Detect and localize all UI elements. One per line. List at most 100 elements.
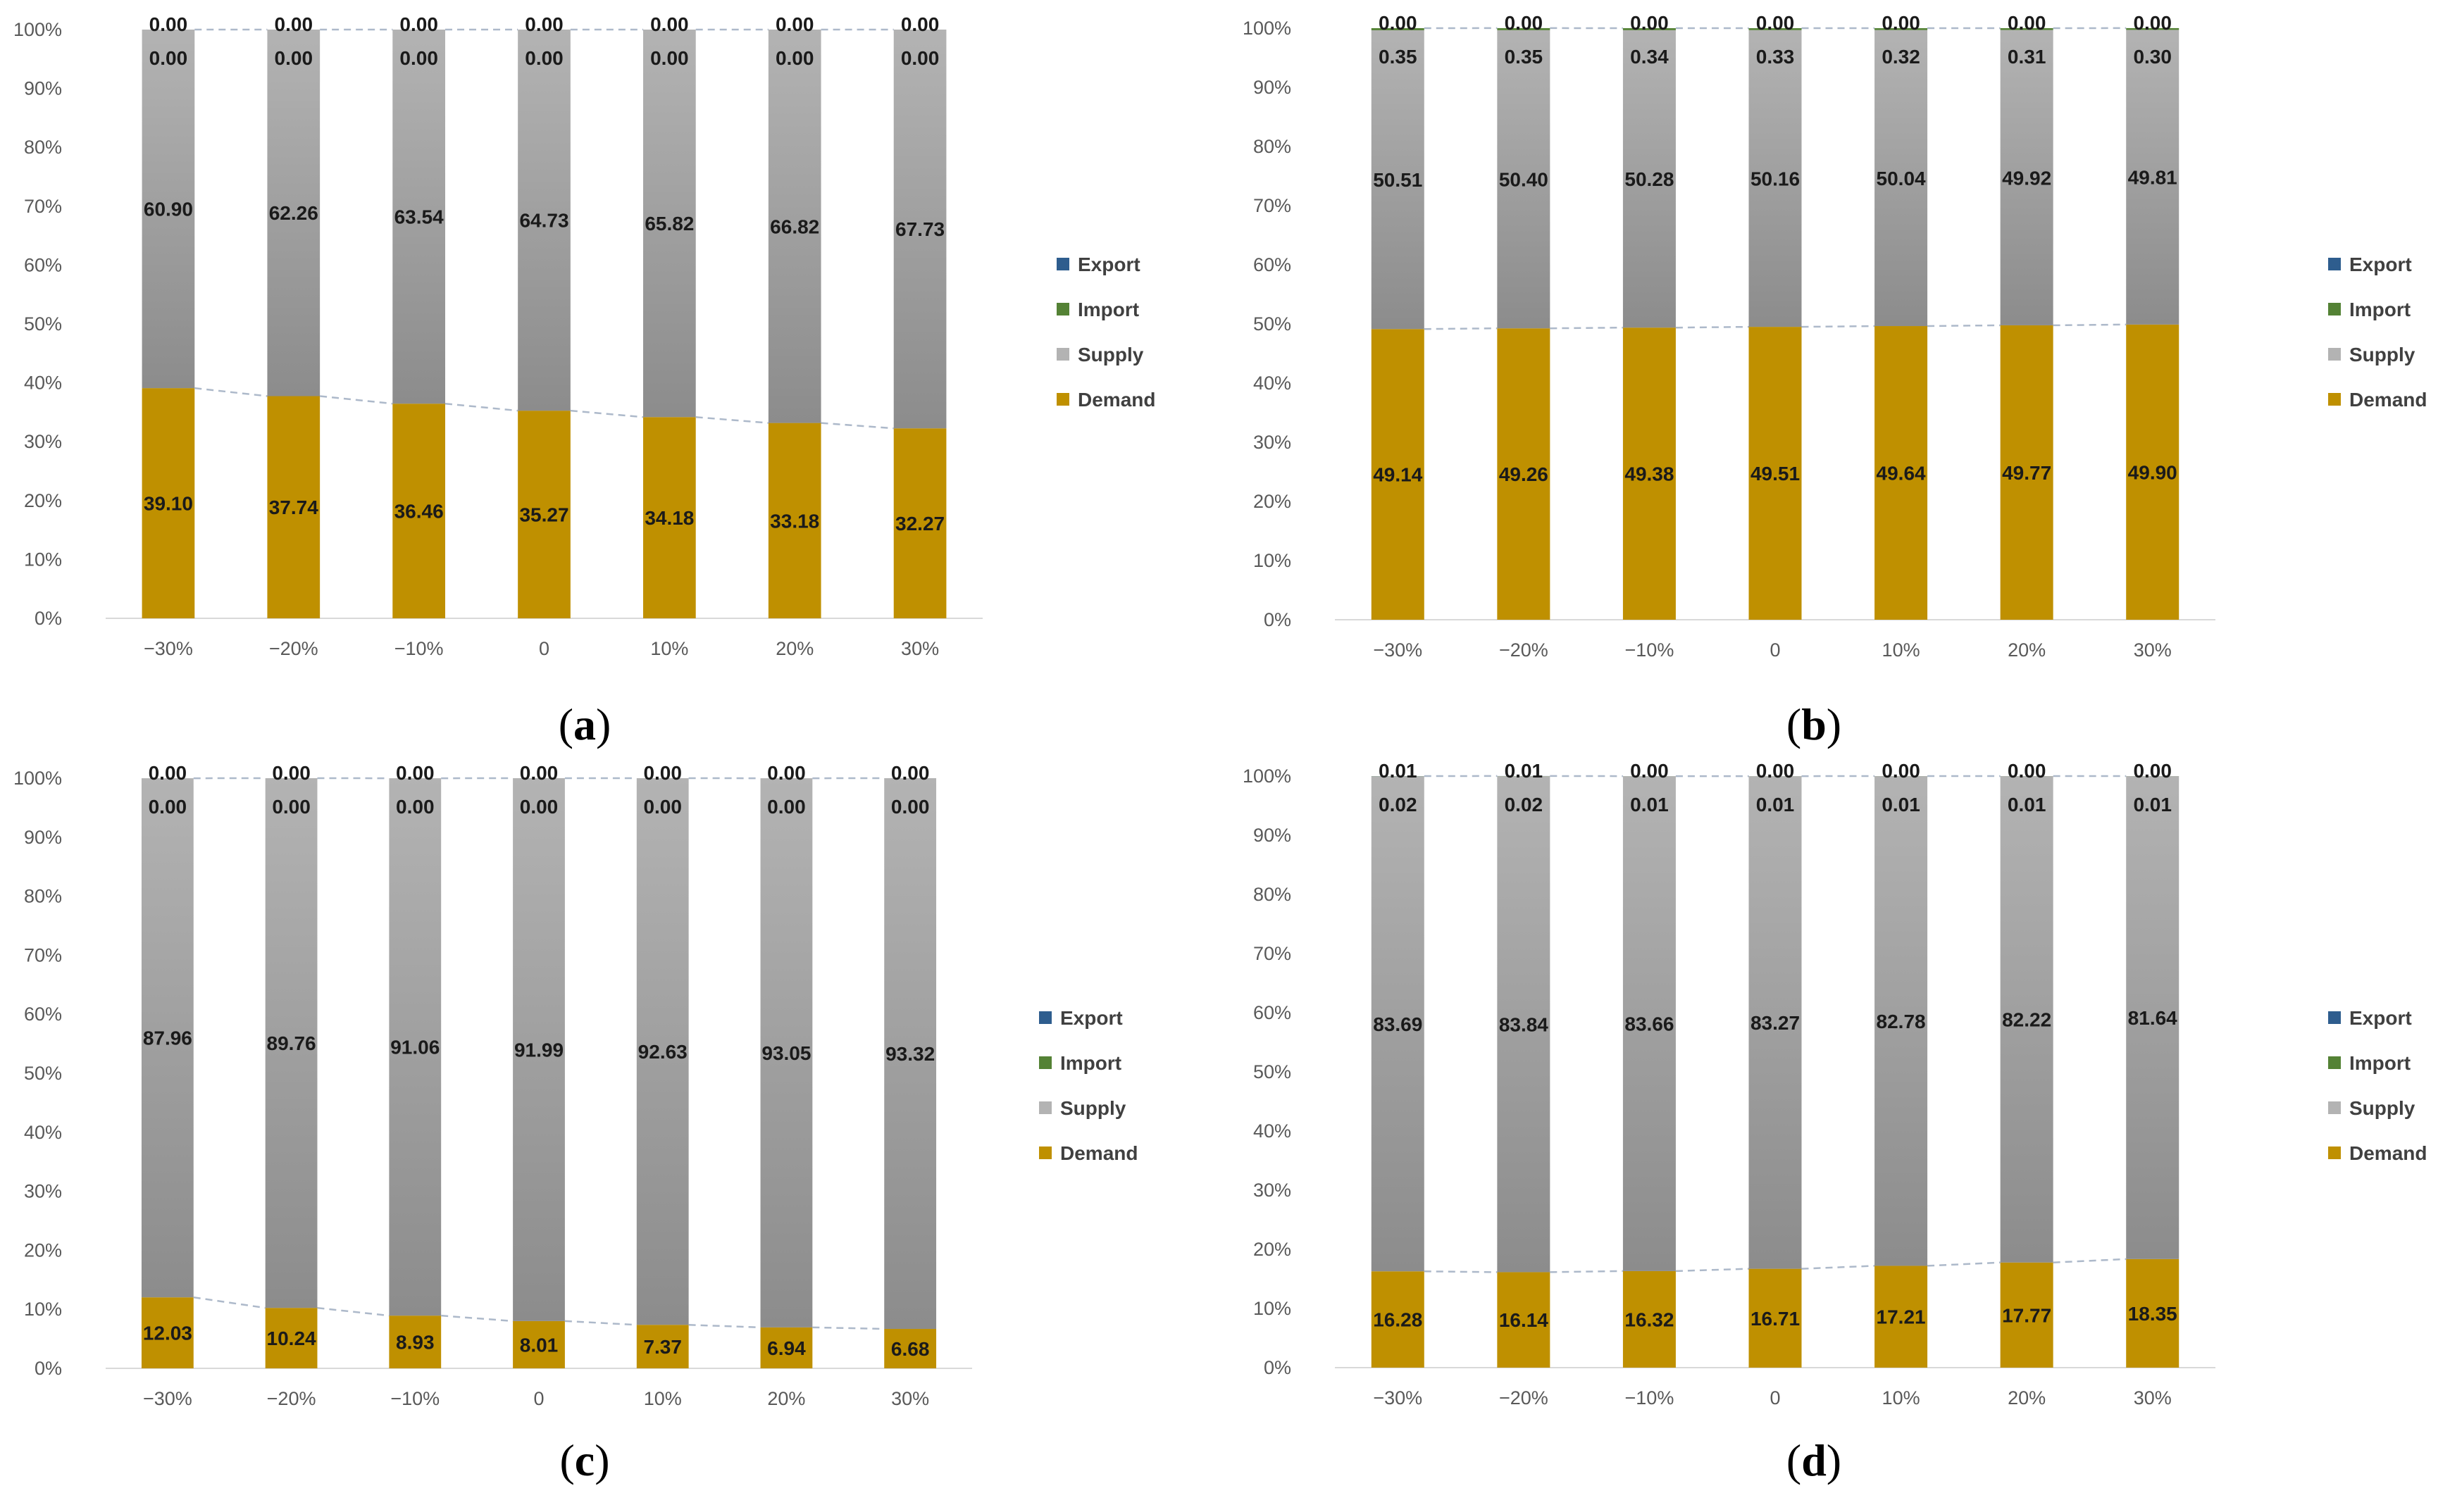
data-label-import: 0.01 <box>2133 794 2172 816</box>
data-label-supply: 83.69 <box>1373 1013 1422 1035</box>
data-label-export: 0.00 <box>149 762 187 784</box>
x-tick-label: 20% <box>776 638 814 659</box>
data-label-export: 0.00 <box>2133 12 2172 34</box>
legend-swatch-supply <box>1057 348 1069 361</box>
bar-demand <box>392 404 445 618</box>
demand-trend-line <box>320 395 393 405</box>
y-tick-label: 90% <box>24 78 62 99</box>
demand-trend-line <box>1675 1268 1749 1273</box>
x-tick-label: −30% <box>143 1388 192 1409</box>
data-label-import: 0.30 <box>2133 46 2172 68</box>
x-tick-label: 10% <box>650 638 688 659</box>
demand-trend-line <box>1801 325 1875 328</box>
chart-panel-a: 0% 10% 20% 30% 40% 50% 60% 70% 80% 90% 100% 39.10 60… <box>0 0 1221 757</box>
bar-demand <box>2000 1262 2053 1368</box>
x-tick-label: −10% <box>1625 639 1674 661</box>
data-label-supply: 66.82 <box>770 215 819 237</box>
data-label-import: 0.00 <box>891 796 930 818</box>
data-label-supply: 64.73 <box>519 210 568 232</box>
x-tick-label: 0 <box>533 1388 544 1409</box>
bar-demand <box>141 1297 194 1368</box>
y-tick-label: 20% <box>1253 491 1291 512</box>
y-tick-label: 10% <box>24 1299 62 1320</box>
y-tick-label: 30% <box>24 431 62 452</box>
x-tick-label: −20% <box>269 638 318 659</box>
panel-caption: (b) <box>1786 699 1841 749</box>
demand-trend-line <box>194 387 268 397</box>
data-label-supply: 65.82 <box>645 213 694 235</box>
data-label-demand: 16.32 <box>1624 1308 1674 1330</box>
legend-label-export: Export <box>2349 1007 2412 1029</box>
data-label-supply: 49.81 <box>2128 167 2177 189</box>
data-label-supply: 91.06 <box>390 1037 440 1058</box>
demand-trend-line <box>1550 326 1623 330</box>
y-tick-label: 80% <box>1253 884 1291 905</box>
data-label-demand: 37.74 <box>269 496 318 518</box>
y-tick-label: 10% <box>1253 550 1291 571</box>
data-label-supply: 82.78 <box>1877 1011 1926 1032</box>
bar-demand <box>2126 324 2179 620</box>
bar-supply <box>1748 30 1802 327</box>
bar-supply <box>513 778 565 1321</box>
bar-demand <box>142 388 195 618</box>
legend-swatch-supply <box>1039 1101 1052 1114</box>
demand-trend-line <box>695 416 769 424</box>
bar-supply <box>893 30 947 429</box>
bar-import <box>2126 27 2179 30</box>
data-label-demand: 10.24 <box>267 1327 316 1349</box>
panel-caption: (a) <box>559 699 611 749</box>
data-label-demand: 49.38 <box>1624 463 1674 485</box>
bar-demand <box>760 1327 813 1368</box>
data-label-import: 0.35 <box>1379 46 1417 68</box>
y-tick-label: 100% <box>1243 766 1291 787</box>
x-tick-label: 20% <box>767 1388 805 1409</box>
legend-label-demand: Demand <box>2349 389 2427 411</box>
y-tick-label: 70% <box>1253 943 1291 964</box>
bar-supply <box>518 30 571 411</box>
legend-label-import: Import <box>2349 1052 2411 1074</box>
data-label-export: 0.00 <box>520 762 559 784</box>
y-tick-label: 40% <box>1253 373 1291 394</box>
demand-trend-line <box>1550 1270 1623 1273</box>
x-tick-label: −10% <box>390 1388 440 1409</box>
y-tick-label: 60% <box>24 1004 62 1025</box>
legend-label-supply: Supply <box>1060 1097 1126 1119</box>
bar-supply <box>392 30 445 404</box>
bar-supply <box>1748 776 1802 1269</box>
legend-swatch-export <box>2328 1011 2341 1024</box>
data-label-supply: 83.66 <box>1624 1013 1674 1035</box>
legend-swatch-demand <box>1057 393 1069 406</box>
y-tick-label: 60% <box>24 254 62 275</box>
data-label-supply: 89.76 <box>267 1032 316 1054</box>
data-label-export: 0.00 <box>149 13 188 35</box>
y-tick-label: 70% <box>24 196 62 217</box>
y-tick-label: 90% <box>1253 77 1291 98</box>
data-label-supply: 50.28 <box>1624 168 1674 190</box>
legend-label-import: Import <box>2349 299 2411 320</box>
y-tick-label: 30% <box>1253 1180 1291 1201</box>
x-tick-label: 0 <box>539 638 549 659</box>
bar-supply <box>1497 30 1550 329</box>
data-label-demand: 36.46 <box>394 501 444 523</box>
data-label-demand: 17.77 <box>2002 1304 2051 1326</box>
data-label-demand: 39.10 <box>144 493 193 515</box>
data-label-import: 0.02 <box>1505 794 1543 816</box>
data-label-supply: 62.26 <box>269 202 318 224</box>
data-label-supply: 83.84 <box>1499 1013 1548 1035</box>
y-tick-label: 40% <box>1253 1120 1291 1142</box>
data-label-import: 0.34 <box>1630 46 1669 68</box>
legend-label-demand: Demand <box>1060 1142 1138 1164</box>
data-label-supply: 87.96 <box>143 1027 192 1049</box>
data-label-export: 0.00 <box>2133 760 2172 782</box>
bar-demand <box>1874 326 1928 620</box>
legend-swatch-demand <box>2328 393 2341 406</box>
x-tick-label: 30% <box>901 638 939 659</box>
x-tick-label: −20% <box>267 1388 316 1409</box>
legend-label-supply: Supply <box>2349 344 2415 365</box>
data-label-export: 0.01 <box>1379 760 1417 782</box>
legend-swatch-supply <box>2328 348 2341 361</box>
data-label-export: 0.00 <box>643 762 682 784</box>
y-tick-label: 90% <box>1253 825 1291 846</box>
bar-demand <box>513 1320 565 1368</box>
bar-demand <box>768 423 821 618</box>
